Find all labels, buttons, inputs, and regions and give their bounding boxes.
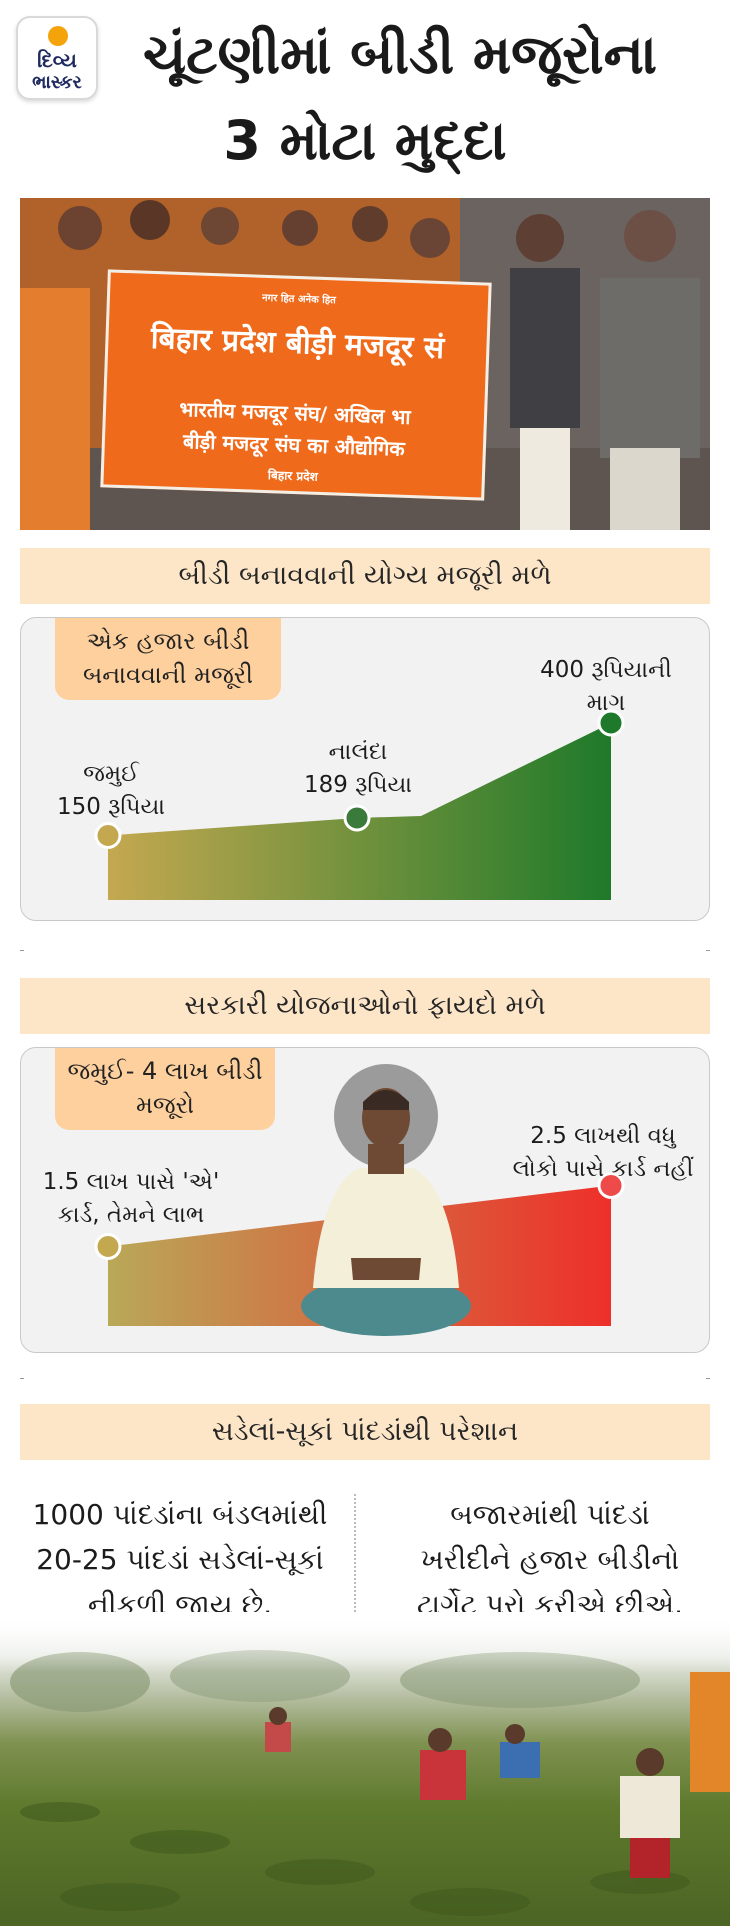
protest-banner: नगर हित अनेक हित बिहार प्रदेश बीड़ी मजदू… xyxy=(100,269,492,501)
wage-tag: એક હજાર બીડી બનાવવાની મજૂરી xyxy=(55,618,281,700)
banner-bottom-text: बिहार प्रदेश xyxy=(267,468,318,484)
headline-line2: 3 મોટા મુદ્દા xyxy=(223,109,507,172)
label-a-card: 1.5 લાખ પાસે 'એ' કાર્ડ, તેમને લાભ xyxy=(42,1169,220,1228)
marker-nalanda xyxy=(343,804,371,832)
column-divider xyxy=(354,1494,356,1616)
market-leaves-text: બજારમાંથી પાંદડાં ખરીદીને હજાર બીડીનો ટા… xyxy=(416,1498,684,1621)
dash-left xyxy=(20,950,24,951)
label-nalanda: નાલંદા 189 રૂપિયા xyxy=(303,739,413,798)
banner-title: बिहार प्रदेश बीड़ी मजदूर सं xyxy=(150,320,445,367)
dash-right-2 xyxy=(706,1378,710,1379)
headline-line1: ચૂંટણીમાં બીડી મજૂરોના xyxy=(142,23,658,86)
workers-in-field xyxy=(265,1672,730,1878)
label-demand: 400 રૂપિયાની માગ xyxy=(540,657,672,716)
protest-photo: नगर हित अनेक हित बिहार प्रदेश बीड़ी मजदू… xyxy=(20,198,710,530)
wage-chart-panel: એક હજાર બીડી બનાવવાની મજૂરી જમુઈ 150 રૂપ… xyxy=(20,617,710,921)
wage-area xyxy=(108,723,611,900)
marker-jamui xyxy=(94,822,122,849)
scheme-area-chart xyxy=(94,1064,625,1336)
dash-left-2 xyxy=(20,1378,24,1379)
label-jamui: જમુઈ 150 રૂપિયા xyxy=(56,761,166,820)
photo-fade xyxy=(0,1612,730,1672)
worker-figure xyxy=(301,1088,471,1336)
logo-text-line1: દિવ્ય xyxy=(37,48,77,72)
marker-demand xyxy=(597,709,625,737)
divya-bhaskar-logo: દિવ્ય ભાસ્કર xyxy=(16,16,98,100)
section2-heading: સરકારી યોજનાઓનો ફાયદો મળે xyxy=(20,978,710,1034)
scheme-tag: જમુઈ- 4 લાખ બીડી મજૂરો xyxy=(55,1048,275,1130)
banner-top-text: नगर हित अनेक हित xyxy=(261,292,337,307)
scheme-chart-panel: જમુઈ- 4 લાખ બીડી મજૂરો 1.5 લાખ પાસે 'એ' … xyxy=(20,1047,710,1353)
section3-heading: સડેલાં-સૂકાં પાંદડાંથી પરેશાન xyxy=(20,1404,710,1460)
wage-area-chart xyxy=(94,709,625,900)
label-no-card: 2.5 લાખથી વધુ લોકો પાસે કાર્ડ નહીં xyxy=(512,1123,694,1182)
marker-no-card xyxy=(597,1172,625,1199)
rotten-leaves-text: 1000 પાંદડાંના બંડલમાંથી 20-25 પાંદડાં સ… xyxy=(32,1498,328,1621)
section1-heading: બીડી બનાવવાની યોગ્ય મજૂરી મળે xyxy=(20,548,710,604)
leaf-field-photo xyxy=(0,1612,730,1926)
dash-right xyxy=(706,950,710,951)
sun-icon xyxy=(48,26,68,46)
logo-text-line2: ભાસ્કર xyxy=(32,72,82,93)
marker-a-card xyxy=(94,1233,122,1260)
